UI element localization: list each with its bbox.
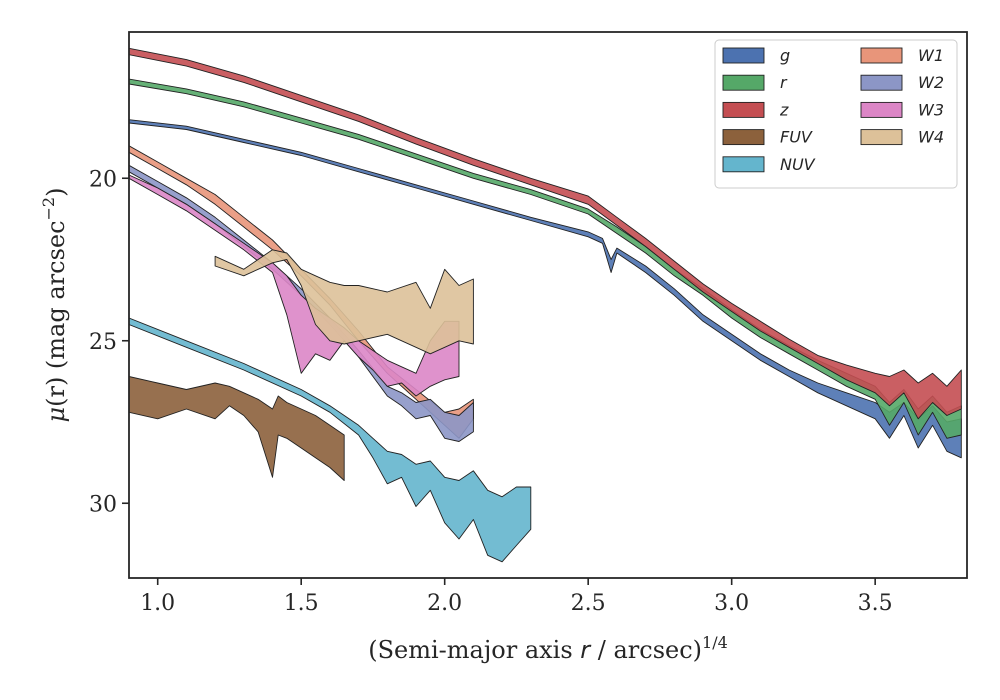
legend-swatch-w3 [860,101,903,118]
legend-label-w2: W2 [918,73,944,92]
x-tick-label: 3.5 [858,591,893,616]
band-fuv [129,376,345,481]
profile-bands [129,47,962,563]
y-tick-label: 25 [89,330,117,355]
x-tick-label: 1.0 [140,591,175,616]
x-axis-label: (Semi-major axis r / arcsec)1/4 [368,633,728,664]
legend-swatch-w1 [860,47,903,64]
legend-swatch-fuv [722,129,765,146]
x-tick-label: 2.0 [427,591,462,616]
y-axis-ticks: 20 25 30 [89,167,129,517]
y-tick-label: 20 [89,167,117,192]
legend-swatch-r [722,74,765,91]
legend-label-fuv: FUV [780,128,813,147]
x-axis-ticks: 1.0 1.5 2.0 2.5 3.0 3.5 [140,578,893,616]
legend-label-w1: W1 [918,46,944,65]
band-g [129,119,962,459]
y-axis-label: μ(r) (mag arcsec−2) [39,187,70,422]
x-tick-label: 2.5 [571,591,606,616]
band-r [129,78,962,439]
band-w4 [214,249,474,355]
band-w3 [129,174,460,397]
band-z [129,47,962,420]
legend-swatch-w2 [860,74,903,91]
legend: grz FUV NUV W1 W2 W3 W4 [714,39,958,189]
x-tick-label: 3.0 [714,591,749,616]
legend-label-z: z [779,100,789,119]
legend-label-w4: W4 [918,128,944,147]
legend-label-w3: W3 [918,100,944,119]
legend-label-r: r [780,73,788,92]
y-tick-label: 30 [89,492,117,517]
legend-swatch-nuv [722,156,765,173]
legend-label-nuv: NUV [780,155,816,174]
plot-frame [128,31,968,579]
legend-swatch-z [722,101,765,118]
legend-label-g: g [780,46,790,65]
legend-swatch-w4 [860,129,903,146]
legend-swatch-g [722,47,765,64]
band-nuv [129,317,532,563]
x-tick-label: 1.5 [284,591,319,616]
